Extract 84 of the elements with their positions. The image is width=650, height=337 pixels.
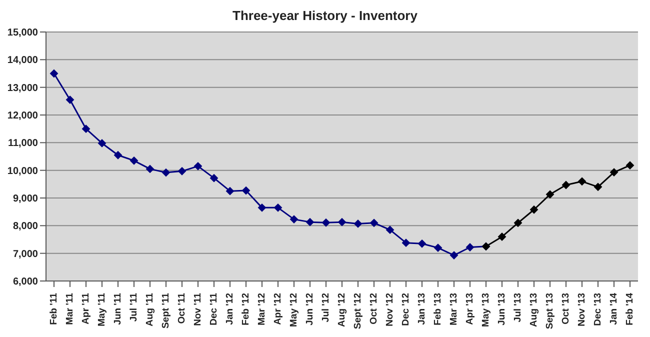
x-tick-label: Nov '12 [384,293,396,326]
x-tick-label: Mar '11 [64,292,76,325]
point [578,177,586,186]
y-tick-label: 11,000 [8,138,38,150]
point [274,204,282,212]
y-tick-label: 12,000 [7,110,38,122]
point [258,204,266,212]
x-tick-label: Nov '13 [576,293,588,326]
x-tick-label: Sept '13 [544,293,556,330]
x-tick-label: Oct '12 [368,293,380,324]
y-tick-label: 14,000 [7,55,38,66]
point [306,218,314,226]
x-tick-label: Feb '12 [240,293,252,326]
point [98,139,106,148]
x-tick-label: Jun '13 [496,293,508,326]
point [546,190,554,198]
point [402,238,410,247]
point [594,182,602,191]
point [226,187,234,196]
point [66,96,74,104]
point [562,180,570,189]
point [450,251,458,260]
x-tick-label: May '13 [480,293,492,327]
point [370,218,378,227]
x-tick-label: Apr '13 [464,293,476,325]
x-tick-label: Apr '11 [80,292,92,324]
y-tick-label: 10,000 [7,166,38,177]
point [338,218,346,226]
point [626,161,634,170]
x-tick-label: May '12 [288,293,300,327]
point [114,151,122,160]
x-tick-label: Sept '11 [160,292,172,329]
y-tick-label: 15,000 [7,28,38,39]
x-tick-label: May '11 [96,292,108,326]
point [610,168,618,176]
x-tick-label: Dec '11 [208,292,220,326]
y-tick-label: 9,000 [12,194,38,205]
point [146,164,154,173]
point [194,162,202,170]
point [130,156,138,165]
x-tick-label: Mar '12 [256,293,268,326]
point [514,218,522,227]
y-tick-label: 13,000 [7,82,38,94]
x-tick-label: Oct '13 [560,293,572,324]
point [178,167,186,176]
x-tick-label: Jul '12 [320,293,332,322]
point [530,206,538,214]
point [498,232,506,241]
point [50,70,58,78]
x-tick-label: Feb '11 [48,292,60,325]
x-tick-label: Jan '14 [608,292,620,325]
x-tick-label: Apr '12 [272,293,284,325]
x-tick-label: Feb '14 [624,292,636,326]
x-tick-label: Jan '13 [416,293,428,325]
x-tick-label: Jul '11 [128,292,140,322]
point [82,124,90,133]
point [434,244,442,252]
y-tick-label: 6,000 [12,276,38,288]
point [210,174,218,182]
point [354,220,362,228]
x-tick-label: Jul '13 [512,293,524,322]
point [466,243,474,252]
x-tick-label: Jun '11 [112,292,124,325]
x-tick-label: Jun '12 [304,293,316,326]
point [386,226,394,234]
point [322,218,330,227]
point [290,215,298,224]
x-tick-label: Aug '11 [144,292,156,326]
y-tick-label: 7,000 [12,248,38,260]
point [418,240,426,248]
point [242,186,250,195]
x-tick-label: Feb '13 [432,293,444,326]
x-tick-label: Aug '13 [528,293,540,327]
x-tick-label: Mar '13 [448,293,460,326]
y-tick-label: 8,000 [12,221,38,232]
chart-title: Three-year History - Inventory [232,8,418,23]
point [162,168,170,177]
x-tick-label: Jan '12 [224,293,236,325]
x-tick-label: Aug '12 [336,293,348,327]
x-tick-label: Dec '13 [592,293,604,326]
x-tick-label: Dec '12 [400,293,412,326]
x-tick-label: Nov '11 [192,292,204,326]
x-tick-label: Sept '12 [352,293,364,330]
x-tick-label: Oct '11 [176,292,188,324]
